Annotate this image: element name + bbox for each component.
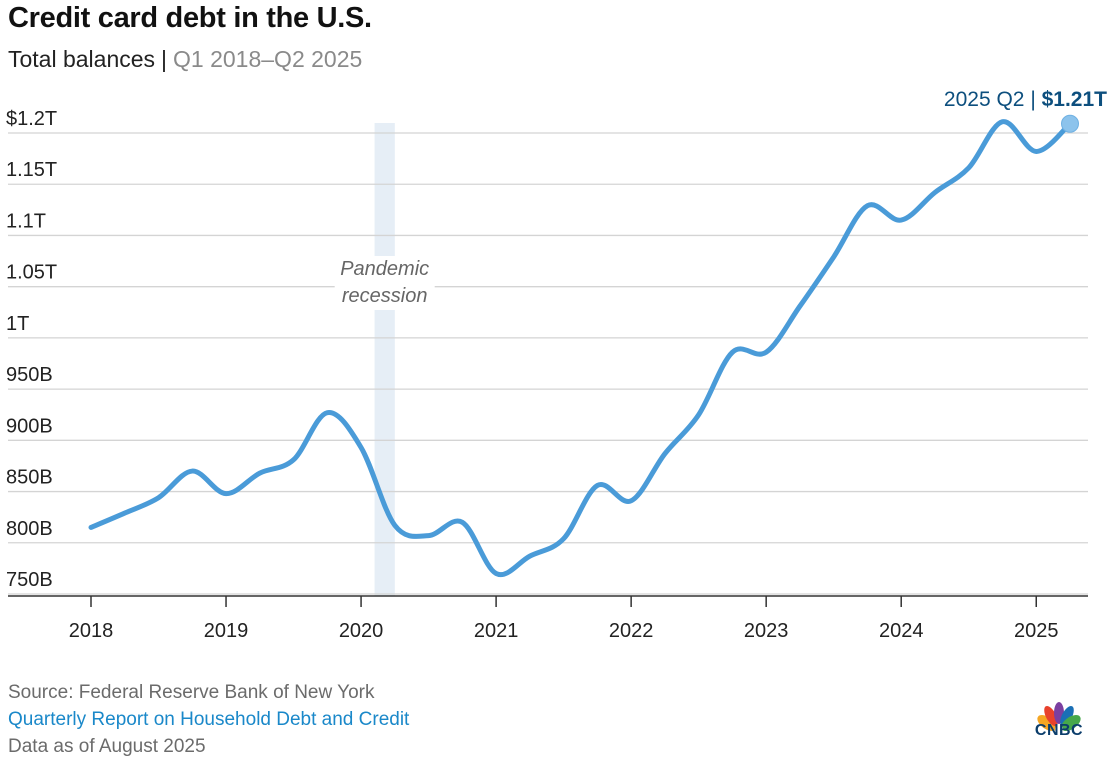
cnbc-logo-text: CNBC (1034, 722, 1084, 739)
y-tick-label: 1.15T (6, 159, 57, 181)
recession-band (374, 123, 395, 596)
line-chart: $1.2T 1.15T 1.1T 1.05T 1T 950B 900B 850B 800B 750… (6, 88, 1107, 642)
data-point (190, 469, 195, 474)
callout-period: 2025 Q2 (944, 88, 1030, 111)
x-tick-label: 2019 (204, 620, 249, 642)
data-point (89, 525, 94, 530)
data-point (662, 451, 667, 456)
y-tick-label: 750B (6, 569, 53, 591)
source-note: Source: Federal Reserve Bank of New York (8, 682, 375, 703)
data-point (527, 554, 532, 559)
data-point (595, 483, 600, 488)
data-point (224, 491, 229, 496)
x-tick-label: 2021 (474, 620, 519, 642)
chart-title: Credit card debt in the U.S. (8, 2, 372, 34)
x-tick-label: 2018 (69, 620, 114, 642)
x-tick-label: 2023 (744, 620, 789, 642)
y-tick-label: 1.05T (6, 262, 57, 284)
x-tick-label: 2020 (339, 620, 384, 642)
data-point (865, 203, 870, 208)
y-tick-label: 850B (6, 467, 53, 489)
data-point (156, 495, 161, 500)
series-line (88, 119, 1073, 578)
data-point (1034, 149, 1039, 154)
y-tick-label: 900B (6, 415, 53, 437)
data-point (696, 412, 701, 417)
latest-point-marker (1061, 114, 1079, 133)
y-tick-label: 1.1T (6, 210, 46, 232)
recession-label-line1: Pandemic (340, 258, 429, 280)
data-point (1000, 119, 1005, 124)
y-tick-label: $1.2T (6, 108, 57, 130)
data-point (899, 218, 904, 223)
data-point (460, 520, 465, 525)
subtitle-main: Total balances (8, 46, 156, 72)
subtitle-separator: | (161, 46, 168, 72)
data-point (291, 457, 296, 462)
x-tick-label: 2025 (1014, 620, 1059, 642)
subtitle-range: Q1 2018–Q2 2025 (173, 46, 363, 72)
data-point (764, 350, 769, 355)
data-point (797, 304, 802, 309)
data-point (561, 536, 566, 541)
x-tick-label: 2024 (879, 620, 924, 642)
data-point (325, 410, 330, 415)
y-tick-label: 950B (6, 364, 53, 386)
chart-subtitle: Total balances | Q1 2018–Q2 2025 (8, 46, 362, 73)
data-point (359, 445, 364, 450)
y-tick-label: 1T (6, 313, 29, 335)
data-point (122, 511, 127, 516)
data-point (966, 165, 971, 170)
data-point (494, 571, 499, 576)
chart-footer: Source: Federal Reserve Bank of New York… (8, 679, 409, 760)
data-point (392, 523, 397, 528)
latest-value-callout: 2025 Q2 | $1.21T (944, 88, 1107, 111)
data-point (932, 190, 937, 195)
x-tick-label: 2022 (609, 620, 654, 642)
callout-value: $1.21T (1042, 88, 1108, 111)
data-as-of-note: Data as of August 2025 (8, 736, 206, 757)
callout-separator: | (1030, 88, 1041, 111)
data-point (426, 533, 431, 538)
cnbc-peacock-icon (1037, 702, 1081, 733)
y-tick-label: 800B (6, 518, 53, 540)
recession-label-line2: recession (342, 285, 428, 307)
data-point (629, 498, 634, 503)
data-point (730, 350, 735, 355)
recession-label-backing (334, 256, 435, 310)
data-point (831, 254, 836, 259)
report-link[interactable]: Quarterly Report on Household Debt and C… (8, 709, 410, 730)
data-point (257, 471, 262, 476)
